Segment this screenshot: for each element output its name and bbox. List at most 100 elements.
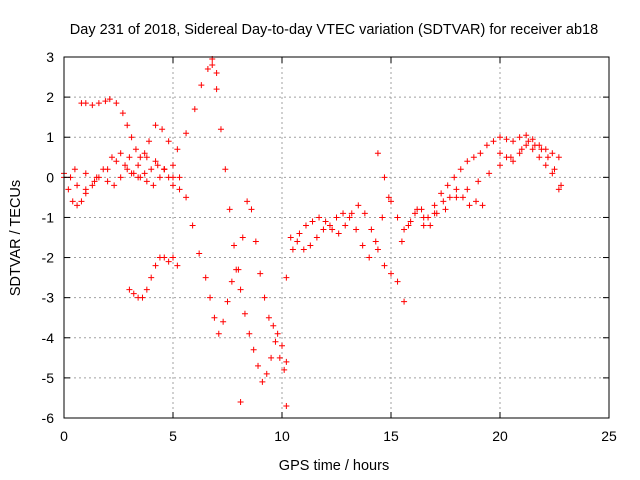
data-point <box>137 174 144 181</box>
data-point <box>152 262 159 269</box>
data-series <box>61 150 183 193</box>
data-point <box>196 250 203 257</box>
data-point <box>486 170 493 177</box>
data-point <box>438 190 445 197</box>
data-point <box>446 194 453 201</box>
data-point <box>119 110 126 117</box>
data-point <box>542 162 549 169</box>
data-point <box>340 210 347 217</box>
data-point <box>237 286 244 293</box>
data-point <box>183 194 190 201</box>
data-point <box>191 106 198 113</box>
data-point <box>213 70 220 77</box>
data-point <box>265 314 272 321</box>
data-point <box>440 198 447 205</box>
data-point <box>320 226 327 233</box>
data-point <box>374 246 381 253</box>
data-point <box>353 226 360 233</box>
data-point <box>189 222 196 229</box>
data-series <box>209 62 290 365</box>
data-point <box>479 202 486 209</box>
data-point <box>536 154 543 161</box>
data-point <box>108 154 115 161</box>
data-point <box>132 146 139 153</box>
data-point <box>444 182 451 189</box>
data-point <box>174 146 181 153</box>
data-point <box>348 210 355 217</box>
data-point <box>372 238 379 245</box>
data-point <box>239 234 246 241</box>
data-point <box>170 162 176 169</box>
data-point <box>100 166 107 173</box>
data-point <box>220 318 227 325</box>
data-point <box>137 154 144 161</box>
data-point <box>248 206 255 213</box>
data-point <box>523 132 530 139</box>
y-tick-label: -3 <box>42 290 55 306</box>
data-point <box>148 274 155 281</box>
y-tick-label: 0 <box>46 169 54 185</box>
data-point <box>156 174 163 181</box>
data-point <box>141 170 148 177</box>
data-point <box>300 246 307 253</box>
x-tick-label: 0 <box>60 428 68 444</box>
data-point <box>335 230 342 237</box>
data-point <box>272 338 279 345</box>
data-point <box>71 166 78 173</box>
data-point <box>170 254 176 261</box>
data-point <box>398 238 405 245</box>
data-point <box>359 242 366 249</box>
data-point <box>283 402 290 409</box>
data-series <box>71 166 176 189</box>
data-point <box>244 198 251 205</box>
data-series <box>237 298 408 409</box>
data-point <box>165 174 172 181</box>
data-point <box>74 182 81 189</box>
data-point <box>283 358 290 365</box>
data-point <box>418 206 425 213</box>
data-point <box>551 166 558 173</box>
y-tick-label: 2 <box>46 89 54 105</box>
x-tick-label: 10 <box>274 428 290 444</box>
data-point <box>106 96 113 103</box>
data-point <box>268 354 275 361</box>
data-point <box>246 330 253 337</box>
x-tick-label: 15 <box>383 428 399 444</box>
y-tick-label: -1 <box>42 209 55 225</box>
x-tick-label: 5 <box>169 428 177 444</box>
data-point <box>307 242 314 249</box>
data-point <box>411 210 418 217</box>
data-point <box>453 194 460 201</box>
data-point <box>141 150 148 157</box>
data-point <box>555 186 562 193</box>
data-point <box>152 122 159 129</box>
data-series <box>287 194 392 261</box>
data-point <box>510 158 517 165</box>
data-point <box>466 202 473 209</box>
data-point <box>302 222 309 229</box>
data-point <box>503 154 510 161</box>
data-point <box>276 354 283 361</box>
data-point <box>475 178 482 185</box>
data-point <box>281 366 288 373</box>
data-point <box>401 298 408 305</box>
data-point <box>366 254 373 261</box>
data-point <box>431 210 438 217</box>
data-point <box>174 262 181 269</box>
y-axis-label: SDTVAR / TECUs <box>8 180 24 296</box>
plot-frame <box>63 56 610 419</box>
data-point <box>135 162 142 169</box>
data-point <box>89 182 96 189</box>
data-point <box>453 186 460 193</box>
data-point <box>549 150 556 157</box>
data-points <box>61 56 565 409</box>
data-point <box>549 170 556 177</box>
data-point <box>558 182 565 189</box>
data-point <box>231 242 238 249</box>
data-point <box>143 286 150 293</box>
data-point <box>235 266 242 273</box>
data-point <box>122 162 129 169</box>
x-tick-label: 25 <box>601 428 617 444</box>
data-point <box>322 218 329 225</box>
data-point <box>464 186 471 193</box>
